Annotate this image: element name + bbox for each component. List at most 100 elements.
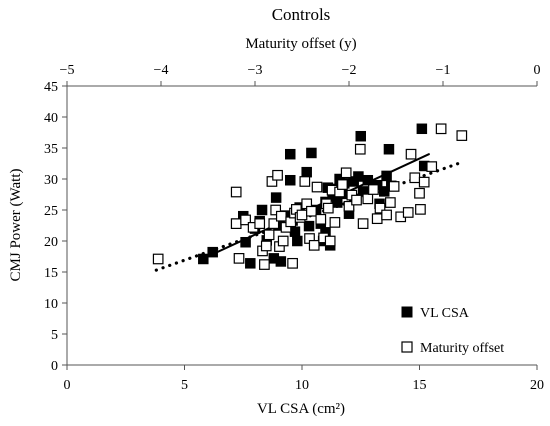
point-maturity-offset — [233, 253, 245, 264]
chart-title: Controls — [272, 5, 331, 24]
point-maturity-offset — [340, 167, 352, 179]
point-maturity-offset — [275, 210, 287, 222]
point-maturity-offset — [266, 176, 278, 187]
point-maturity-offset — [230, 186, 242, 198]
point-maturity-offset — [322, 202, 334, 214]
point-maturity-offset — [371, 213, 383, 225]
point-maturity-offset — [362, 193, 374, 205]
point-maturity-offset — [268, 218, 280, 229]
point-maturity-offset — [260, 240, 272, 252]
legend: VL CSA Maturity offset — [401, 306, 504, 356]
y-axis-title: CMJ Power (Watt) — [8, 169, 24, 282]
point-maturity-offset — [308, 239, 320, 251]
point-maturity-offset — [409, 172, 421, 184]
legend-label-maturity-offset: Maturity offset — [420, 341, 504, 356]
legend-marker-vl-csa — [401, 306, 413, 318]
point-maturity-offset — [230, 218, 242, 229]
point-vl-csa — [256, 204, 268, 216]
point-vl-csa — [362, 174, 374, 186]
point-maturity-offset — [299, 176, 311, 187]
y-tick-label: 25 — [44, 204, 58, 219]
x-tick-label: 10 — [295, 378, 309, 393]
point-maturity-offset — [240, 214, 251, 226]
point-maturity-offset — [259, 259, 270, 270]
y-tick-label: 15 — [44, 266, 58, 281]
point-maturity-offset — [311, 181, 323, 193]
point-vl-csa — [240, 236, 251, 248]
y-tick-label: 40 — [44, 111, 58, 126]
x2-tick-label: 0 — [534, 63, 541, 78]
point-vl-csa — [285, 148, 296, 160]
x-tick-label: 15 — [413, 378, 427, 393]
point-vl-csa — [353, 171, 364, 182]
x2-tick-label: −3 — [248, 63, 263, 78]
data-points — [152, 123, 468, 270]
y-tick-label: 30 — [44, 173, 58, 188]
point-maturity-offset — [277, 235, 289, 247]
point-maturity-offset — [351, 194, 362, 206]
x2-tick-label: −4 — [154, 63, 169, 78]
point-vl-csa — [381, 170, 392, 182]
point-maturity-offset — [337, 179, 348, 190]
point-vl-csa — [383, 143, 395, 155]
point-maturity-offset — [270, 204, 282, 216]
point-vl-csa — [292, 235, 303, 247]
point-maturity-offset — [415, 204, 426, 215]
legend-marker-maturity-offset — [401, 341, 413, 353]
x2-tick-label: −2 — [342, 63, 357, 78]
point-maturity-offset — [381, 209, 392, 221]
point-maturity-offset — [285, 216, 297, 228]
point-maturity-offset — [426, 161, 438, 172]
x-tick-label: 5 — [181, 378, 188, 393]
y-tick-label: 35 — [44, 142, 58, 157]
top-axis-title: Maturity offset (y) — [245, 36, 356, 52]
point-maturity-offset — [414, 187, 425, 199]
point-vl-csa — [270, 192, 282, 203]
point-vl-csa — [306, 147, 317, 159]
point-maturity-offset — [254, 218, 266, 229]
point-maturity-offset — [418, 176, 430, 188]
x2-tick-label: −1 — [436, 63, 451, 78]
legend-label-vl-csa: VL CSA — [420, 306, 470, 321]
point-maturity-offset — [329, 217, 341, 228]
point-maturity-offset — [402, 207, 414, 218]
point-vl-csa — [416, 123, 428, 135]
point-vl-csa — [301, 166, 312, 178]
y-tick-label: 5 — [51, 328, 58, 343]
y-tick-label: 20 — [44, 235, 58, 250]
y-tick-label: 45 — [44, 80, 58, 95]
point-maturity-offset — [456, 130, 468, 141]
point-vl-csa — [245, 258, 256, 269]
point-vl-csa — [332, 197, 343, 208]
point-vl-csa — [207, 246, 218, 258]
point-vl-csa — [275, 256, 287, 267]
point-maturity-offset — [374, 202, 386, 214]
point-vl-csa — [303, 220, 315, 232]
bottom-axis-title: VL CSA (cm²) — [257, 401, 345, 417]
point-maturity-offset — [388, 181, 400, 192]
point-maturity-offset — [405, 148, 417, 160]
point-maturity-offset — [368, 184, 379, 195]
point-maturity-offset — [272, 169, 283, 181]
point-maturity-offset — [357, 218, 369, 229]
y-tick-label: 0 — [51, 359, 58, 374]
y-tick-label: 10 — [44, 297, 58, 312]
point-vl-csa — [355, 130, 366, 142]
point-vl-csa — [285, 174, 296, 186]
point-maturity-offset — [343, 200, 355, 212]
point-vl-csa — [198, 253, 209, 265]
x-tick-label: 20 — [530, 378, 544, 393]
x-tick-label: 0 — [64, 378, 71, 393]
point-maturity-offset — [306, 205, 317, 217]
x2-tick-label: −5 — [60, 63, 75, 78]
point-maturity-offset — [385, 197, 396, 208]
point-maturity-offset — [354, 143, 366, 155]
point-vl-csa — [289, 226, 301, 237]
point-maturity-offset — [296, 209, 308, 221]
point-maturity-offset — [324, 235, 336, 247]
point-maturity-offset — [152, 253, 164, 265]
point-maturity-offset — [287, 257, 298, 269]
point-maturity-offset — [315, 213, 327, 225]
